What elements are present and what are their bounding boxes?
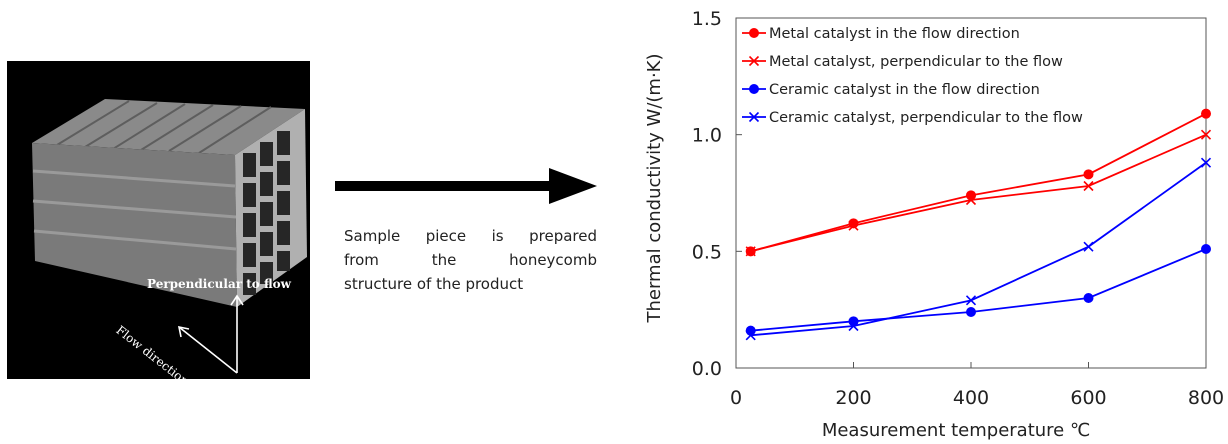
data-point-stroke	[1200, 129, 1212, 140]
data-point	[1083, 180, 1094, 192]
data-point	[1083, 293, 1094, 303]
series-line	[750, 248, 1207, 332]
data-point-stroke	[1083, 241, 1094, 252]
series	[745, 129, 1212, 257]
legend-entry: Metal catalyst in the flow direction	[742, 26, 1020, 42]
x-tick-label: 800	[1188, 387, 1224, 409]
right-arrow-icon	[335, 168, 597, 204]
sample-caption: Sample piece is prepared from the honeyc…	[344, 224, 597, 296]
legend-label: Ceramic catalyst, perpendicular to the f…	[769, 110, 1083, 126]
x-tick-label: 200	[835, 387, 871, 409]
data-point	[848, 320, 859, 332]
data-point-stroke	[848, 320, 859, 332]
data-point-stroke	[748, 55, 760, 67]
legend-label: Metal catalyst, perpendicular to the flo…	[769, 54, 1063, 70]
data-point	[965, 194, 977, 206]
data-point-stroke	[1200, 157, 1212, 168]
y-axis-label: Thermal conductivity W/(m·K)	[644, 53, 665, 323]
x-tick-label: 600	[1070, 387, 1106, 409]
legend-label: Ceramic catalyst in the flow direction	[769, 82, 1040, 98]
data-point-stroke	[1083, 180, 1094, 192]
data-point-stroke	[965, 194, 977, 206]
data-point	[1200, 157, 1212, 168]
data-point-stroke	[848, 220, 859, 231]
series	[745, 108, 1211, 257]
data-point	[1083, 169, 1094, 180]
y-tick-label: 0.0	[692, 358, 722, 380]
data-point	[745, 246, 756, 257]
data-point	[748, 55, 760, 67]
chart-axes: 0 200 400 600 800 0.0 0.5 1.0 1.5	[692, 8, 1224, 409]
thermal-conductivity-chart: 0 200 400 600 800 0.0 0.5 1.0 1.5 Metal catalyst…	[644, 8, 1224, 441]
honeycomb-photo: Perpendicular to flow Flow direction	[7, 61, 310, 388]
caption-line: Sample piece is prepared	[344, 227, 597, 245]
data-point	[745, 330, 756, 341]
caption-line: structure of the product	[344, 275, 524, 293]
series-line	[750, 133, 1207, 253]
y-tick-label: 0.5	[692, 241, 722, 263]
data-point	[848, 220, 859, 231]
y-tick-label: 1.0	[692, 125, 722, 147]
series	[745, 157, 1212, 341]
data-point	[749, 28, 759, 38]
chart-legend: Metal catalyst in the flow direction Meta…	[742, 26, 1083, 126]
data-point	[1083, 241, 1094, 252]
data-point	[748, 111, 760, 123]
data-point-stroke	[965, 295, 977, 306]
legend-entry: Ceramic catalyst in the flow direction	[742, 82, 1040, 98]
data-point	[1201, 244, 1211, 254]
legend-entry: Ceramic catalyst, perpendicular to the f…	[742, 110, 1083, 126]
legend-label: Metal catalyst in the flow direction	[769, 26, 1020, 42]
legend-entry: Metal catalyst, perpendicular to the flo…	[742, 54, 1063, 70]
data-point	[1201, 108, 1211, 119]
data-point	[965, 295, 977, 306]
data-point-stroke	[745, 330, 756, 341]
series	[745, 244, 1211, 336]
data-point	[749, 84, 759, 94]
data-point-stroke	[745, 246, 756, 257]
perpendicular-to-flow-label: Perpendicular to flow	[147, 277, 292, 291]
x-tick-label: 400	[953, 387, 989, 409]
y-tick-label: 1.5	[692, 8, 722, 30]
data-point-stroke	[748, 111, 760, 123]
series-line	[750, 112, 1207, 253]
caption-line: from the honeycomb	[344, 251, 597, 269]
x-axis-label: Measurement temperature ℃	[822, 420, 1090, 441]
series-line	[750, 161, 1207, 337]
data-point	[966, 307, 976, 317]
data-point	[1200, 129, 1212, 140]
chart-series	[745, 108, 1212, 341]
x-tick-label: 0	[730, 387, 742, 409]
